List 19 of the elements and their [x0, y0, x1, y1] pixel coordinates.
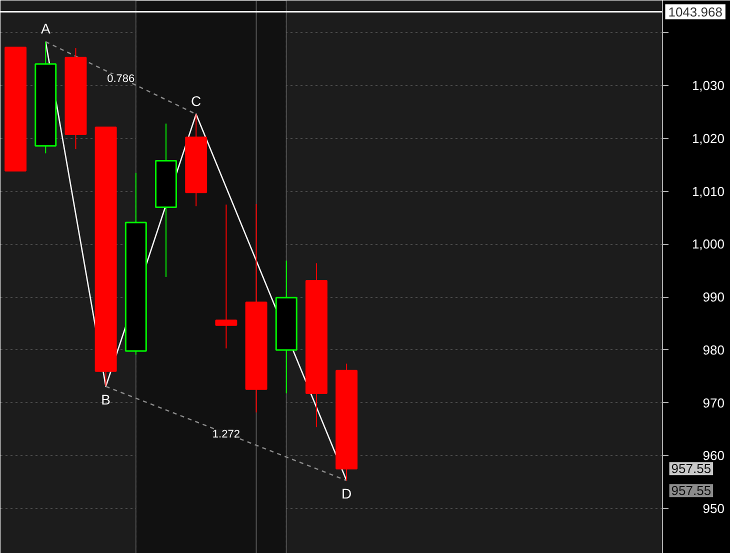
series-label: 1.272	[212, 428, 240, 440]
y-tick-label: 1,030	[692, 78, 725, 94]
data-label: A	[40, 20, 51, 37]
text: 957.55	[671, 461, 712, 476]
y-tick-label: 970	[702, 395, 725, 410]
y-tick-label: 1,020	[692, 130, 725, 146]
y-tick-label: 990	[702, 290, 725, 305]
data-label: B	[101, 391, 110, 408]
y-tick-label: 1,000	[692, 236, 725, 252]
series-label: 0.786	[107, 72, 135, 85]
y-tick-label: 980	[702, 342, 725, 358]
text: 957.55	[671, 483, 712, 498]
candlestick	[215, 204, 238, 349]
y-tick-label: 960	[702, 448, 725, 464]
ref-line-label: 1043.968	[668, 4, 722, 20]
data-label: C	[191, 93, 202, 110]
y-tick-label: 950	[702, 501, 725, 516]
y-tick-label: 1,010	[692, 184, 725, 199]
data-label: D	[341, 486, 352, 502]
